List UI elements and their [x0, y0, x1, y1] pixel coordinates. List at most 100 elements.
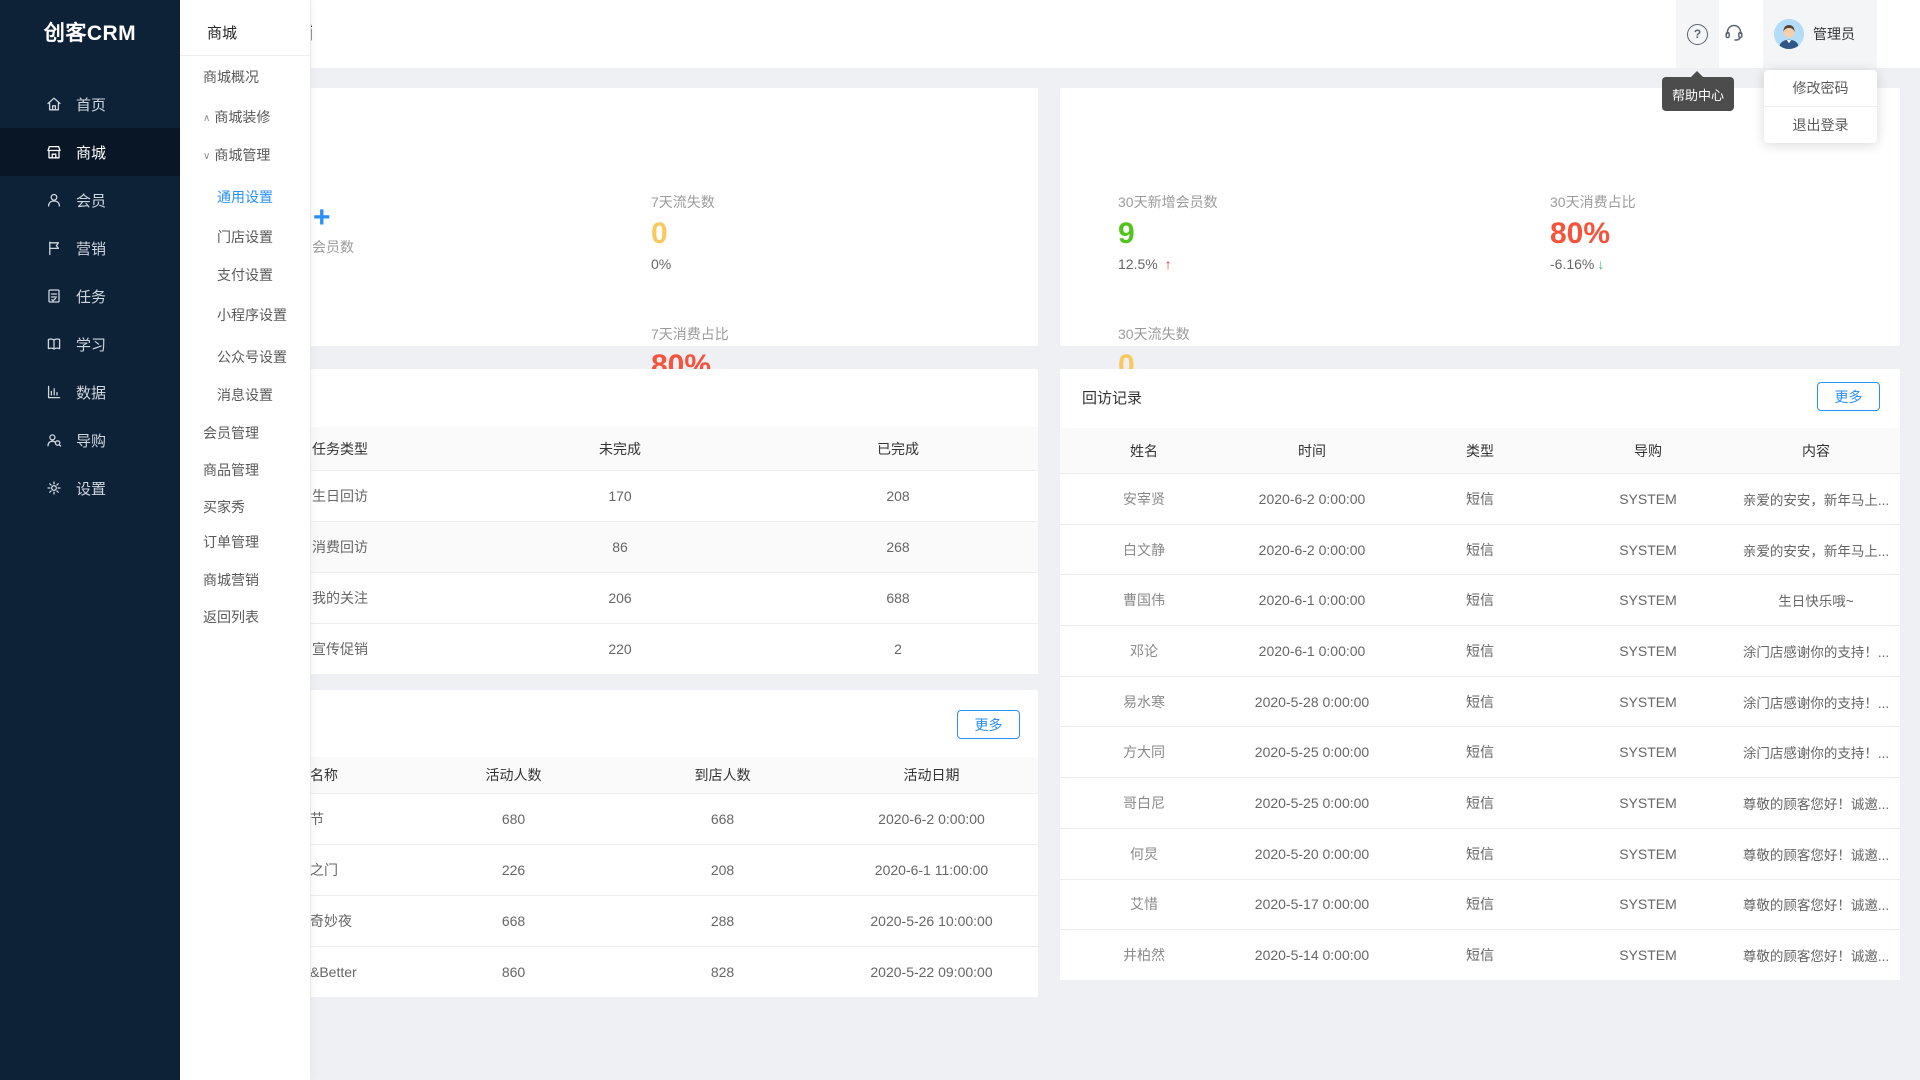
- headset-icon: [1723, 21, 1745, 48]
- table-row: 我的关注 206 688: [200, 572, 1038, 623]
- sidebar: 创客CRM 首页 商城: [0, 0, 180, 1080]
- col-content: 内容: [1802, 442, 1830, 459]
- stat-change: -6.16%↓: [1550, 256, 1605, 272]
- submenu-item-goods-manage[interactable]: 商品管理: [203, 462, 259, 478]
- table-row: &Better 860 828 2020-5-22 09:00:00: [200, 946, 1038, 997]
- col-activity-date: 活动日期: [903, 767, 960, 783]
- submenu-item-message-settings[interactable]: 消息设置: [217, 387, 273, 403]
- submenu-item-shop-marketing[interactable]: 商城营销: [203, 572, 259, 588]
- sidebar-item-settings[interactable]: 设置: [0, 464, 180, 512]
- stat-label: 30天消费占比: [1550, 194, 1636, 210]
- submenu-item-official-account-settings[interactable]: 公众号设置: [217, 349, 287, 365]
- submenu-item-shop-overview[interactable]: 商城概况: [203, 69, 259, 85]
- sidebar-item-home[interactable]: 首页: [0, 80, 180, 128]
- study-icon: [45, 335, 63, 353]
- partial-stat-value: +: [313, 201, 331, 234]
- app-logo: 创客CRM: [43, 22, 137, 45]
- table-row: 白文静 2020-6-2 0:00:00 短信 SYSTEM 亲爱的安安，新年马…: [1060, 523, 1900, 575]
- submenu-title: 商城: [207, 25, 238, 42]
- table-row: 邓论 2020-6-1 0:00:00 短信 SYSTEM 涂门店感谢你的支持！…: [1060, 625, 1900, 676]
- chevron-up-icon: ∧: [203, 113, 211, 124]
- divider: [180, 55, 310, 56]
- submenu-item-member-manage[interactable]: 会员管理: [203, 425, 259, 441]
- submenu-item-payment-settings[interactable]: 支付设置: [217, 267, 273, 283]
- visits-title: 回访记录: [1082, 390, 1143, 407]
- col-arrived-people: 到店人数: [694, 767, 751, 783]
- stat-change: 12.5% ↑: [1118, 256, 1172, 272]
- activity-more-button[interactable]: 更多: [957, 710, 1020, 739]
- col-name: 姓名: [1130, 442, 1158, 459]
- col-activity-name: 名称: [310, 767, 338, 783]
- table-row: 节 680 668 2020-6-2 0:00:00: [200, 793, 1038, 844]
- submenu-item-buyer-show[interactable]: 买家秀: [203, 499, 245, 515]
- table-row: 奇妙夜 668 288 2020-5-26 10:00:00: [200, 895, 1038, 946]
- arrow-up-icon: ↑: [1164, 256, 1172, 272]
- stat-label: 7天消费占比: [651, 326, 729, 342]
- help-button[interactable]: ?: [1676, 0, 1719, 68]
- partial-stat-label: 会员数: [312, 239, 354, 255]
- home-icon: [45, 95, 63, 113]
- submenu-item-order-manage[interactable]: 订单管理: [203, 534, 259, 550]
- overview-card-left: + 会员数 7天流失数 0 0% 7天消费占比 80% -6.16%↓: [200, 88, 1038, 404]
- tasks-table-header: 任务类型 未完成 已完成: [200, 427, 1038, 470]
- tooltip-arrow: [1691, 71, 1703, 77]
- data-icon: [45, 383, 63, 401]
- submenu-item-miniprogram-settings[interactable]: 小程序设置: [217, 307, 287, 323]
- col-unfinished: 未完成: [599, 440, 641, 457]
- user-name: 管理员: [1813, 26, 1855, 42]
- user-dropdown: 修改密码 退出登录: [1764, 70, 1877, 143]
- sidebar-item-shop[interactable]: 商城: [0, 128, 180, 176]
- shop-submenu: 商城 商城概况 ∧ 商城装修 ∨ 商城管理 通用设置 门店设置 支付设置 小程序设置…: [180, 0, 311, 1080]
- sidebar-item-task[interactable]: 任务: [0, 272, 180, 320]
- overview-card-right: 30天新增会员数 9 12.5% ↑ 30天消费占比 80% -6.16% ↓ 3…: [1060, 88, 1900, 404]
- logout-item[interactable]: 退出登录: [1764, 106, 1877, 143]
- stat-label: 30天新增会员数: [1118, 194, 1218, 210]
- settings-icon: [45, 479, 63, 497]
- submenu-item-back-to-list[interactable]: 返回列表: [203, 609, 259, 625]
- submenu-item-shop-decorate[interactable]: ∧ 商城装修: [203, 109, 271, 125]
- top-header: 我的店铺 ?: [180, 0, 1920, 68]
- help-icon: ?: [1687, 23, 1708, 45]
- col-task-type: 任务类型: [312, 440, 368, 457]
- change-password-item[interactable]: 修改密码: [1792, 80, 1849, 96]
- sidebar-item-marketing[interactable]: 营销: [0, 224, 180, 272]
- submenu-item-shop-manage[interactable]: ∨ 商城管理: [203, 147, 271, 163]
- member-icon: [45, 191, 63, 209]
- avatar: [1774, 19, 1804, 49]
- stat-label: 7天流失数: [651, 194, 715, 210]
- stat-label: 30天流失数: [1118, 326, 1190, 342]
- activity-section: 更多 名称 活动人数 到店人数 活动日期 节 680 668 2020-6-2 …: [200, 690, 1038, 997]
- col-finished: 已完成: [877, 440, 919, 457]
- sidebar-item-data[interactable]: 数据: [0, 368, 180, 416]
- col-time: 时间: [1298, 442, 1326, 459]
- col-activity-people: 活动人数: [485, 767, 542, 783]
- table-row: 之门 226 208 2020-6-1 11:00:00: [200, 844, 1038, 895]
- submenu-item-store-settings[interactable]: 门店设置: [217, 229, 273, 245]
- table-row: 消费回访 86 268: [200, 521, 1038, 572]
- visits-table-header: 姓名 时间 类型 导购 内容: [1060, 428, 1900, 473]
- submenu-item-general-settings[interactable]: 通用设置: [217, 189, 273, 205]
- sidebar-item-study[interactable]: 学习: [0, 320, 180, 368]
- table-row: 井柏然 2020-5-14 0:00:00 短信 SYSTEM 尊敬的顾客您好！…: [1060, 929, 1900, 980]
- col-type: 类型: [1466, 442, 1494, 459]
- sidebar-item-member[interactable]: 会员: [0, 176, 180, 224]
- visits-more-button[interactable]: 更多: [1817, 382, 1880, 411]
- marketing-icon: [45, 239, 63, 257]
- table-row: 宣传促销 220 2: [200, 623, 1038, 674]
- guide-icon: [45, 431, 63, 449]
- sidebar-nav: 首页 商城 会员: [0, 80, 180, 512]
- help-tooltip: 帮助中心: [1662, 71, 1734, 111]
- table-row: 易水寒 2020-5-28 0:00:00 短信 SYSTEM 涂门店感谢你的支…: [1060, 675, 1900, 727]
- tasks-section: 任务类型 未完成 已完成 生日回访 170 208 消费回访 86 268 我的…: [200, 369, 1038, 674]
- user-menu-trigger[interactable]: 管理员: [1763, 0, 1877, 68]
- shop-icon: [45, 143, 63, 161]
- stat-value: 9: [1118, 217, 1135, 250]
- sidebar-item-guide[interactable]: 导购: [0, 416, 180, 464]
- support-button[interactable]: [1714, 0, 1754, 68]
- visits-section: 回访记录 更多 姓名 时间 类型 导购 内容 安宰贤 2020-6-2 0:00…: [1060, 369, 1900, 980]
- stat-change: 0%: [651, 256, 672, 272]
- stat-value: 0: [651, 217, 668, 250]
- stat-value: 80%: [1550, 217, 1611, 250]
- chevron-down-icon: ∨: [203, 151, 211, 162]
